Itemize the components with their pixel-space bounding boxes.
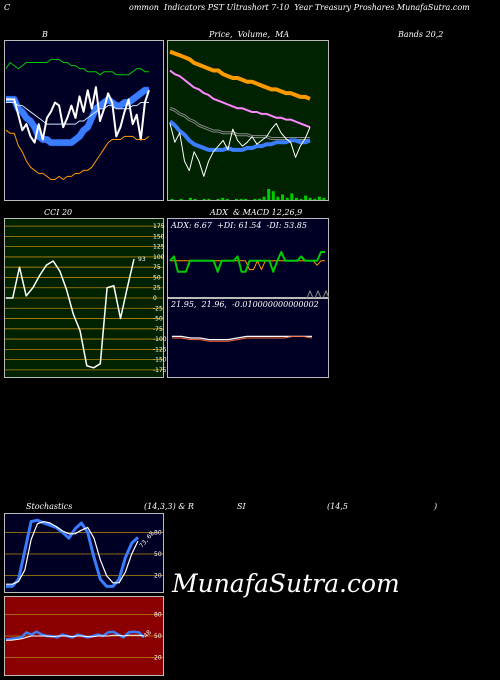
- price-ma-long: [169, 49, 311, 101]
- volume-bar: [294, 197, 298, 200]
- cci-tick-label: 0: [153, 295, 157, 302]
- rsi-value-label: 48: [142, 629, 152, 639]
- macd-signal-line: [172, 335, 312, 341]
- volume-bar: [313, 198, 317, 200]
- volume-bar: [188, 197, 192, 200]
- rsi-tick-label: 50: [154, 633, 162, 640]
- volume-bar: [262, 196, 266, 200]
- cci-tick-label: -100: [153, 336, 167, 343]
- volume-bar: [179, 198, 183, 200]
- bands-label-b: B: [42, 30, 48, 39]
- cci-tick-label: -150: [153, 357, 167, 364]
- rsi-tick-label: 80: [154, 611, 162, 618]
- volume-bar: [253, 198, 257, 200]
- rsi-params-close: ): [434, 502, 438, 511]
- volume-bar: [304, 195, 308, 200]
- adx-baseline-mark: [314, 289, 322, 299]
- volume-bar: [225, 198, 229, 200]
- bollinger-price-line: [6, 86, 150, 144]
- stochastics-tick-label: 50: [154, 551, 162, 558]
- volume-bar: [281, 194, 284, 200]
- rsi-average-line: [6, 634, 145, 641]
- stochastics-k-line: [6, 518, 140, 588]
- volume-bar: [299, 198, 303, 200]
- bollinger-lower-band: [5, 129, 150, 180]
- stochastics-tick-label: 20: [154, 573, 162, 580]
- cci-line: [6, 258, 135, 369]
- volume-bar: [221, 197, 225, 200]
- cci-tick-label: 150: [153, 233, 165, 240]
- volume-bar: [239, 198, 243, 200]
- volume-bar: [276, 196, 280, 200]
- cci-value-label: 93: [138, 256, 146, 263]
- volume-bar: [235, 198, 238, 200]
- cci-tick-label: 75: [153, 264, 161, 271]
- price-close-line: [169, 122, 311, 177]
- volume-bar: [244, 198, 248, 200]
- stochastics-value-label: 73, 68: [138, 530, 156, 549]
- volume-bar: [207, 198, 211, 200]
- stochastics-label: Stochastics: [26, 502, 73, 511]
- macd-line: [172, 335, 313, 342]
- volume-bar: [322, 197, 326, 200]
- stochastics-tick-label: 80: [154, 529, 162, 536]
- macd-readout: 21.95, 21.96, -0.010000000000002: [171, 300, 319, 309]
- volume-bar: [271, 191, 275, 200]
- adx-readout: ADX: 6.67 +DI: 61.54 -DI: 53.85: [171, 221, 307, 230]
- volume-bar: [267, 189, 271, 200]
- stochastics-params: (14,3,3) & R: [144, 502, 194, 511]
- cci-tick-label: 175: [153, 223, 165, 230]
- rsi-tick-label: 20: [154, 655, 162, 662]
- header-c: C: [4, 3, 11, 12]
- watermark: MunafaSutra.com: [172, 569, 400, 598]
- price-ma-mid: [169, 69, 311, 129]
- volume-bar: [308, 197, 312, 200]
- cci-tick-label: 125: [153, 244, 165, 251]
- volume-bar: [193, 198, 197, 200]
- adx-macd-label: ADX & MACD 12,26,9: [210, 208, 303, 217]
- cci-tick-label: 25: [153, 285, 161, 292]
- bollinger-middle-band: [6, 87, 149, 146]
- adx-baseline-mark: [306, 289, 314, 299]
- bands-label: Bands 20,2: [398, 30, 444, 39]
- stochastics-d-line: [6, 520, 139, 585]
- volume-bar: [290, 193, 294, 200]
- volume-bar: [317, 196, 321, 200]
- cci-tick-label: -175: [153, 367, 167, 374]
- volume-bar: [285, 197, 289, 200]
- cci-tick-label: 100: [153, 254, 165, 261]
- adx-baseline-mark: [322, 289, 330, 299]
- cci-tick-label: -50: [153, 316, 163, 323]
- price-ma-short-outer: [169, 106, 310, 140]
- price-ma-fast: [168, 119, 311, 152]
- cci-tick-label: -125: [153, 346, 167, 353]
- cci-tick-label: -75: [153, 326, 163, 333]
- volume-bar: [258, 198, 261, 200]
- rsi-params: (14,5: [327, 502, 348, 511]
- volume-bar: [170, 198, 174, 200]
- page-title: ommon Indicators PST Ultrashort 7-10 Yea…: [129, 3, 470, 12]
- cci-tick-label: -25: [153, 305, 163, 312]
- price-volume-ma-label: Price, Volume, MA: [209, 30, 290, 39]
- bollinger-upper-band: [5, 58, 149, 76]
- volume-bar: [216, 198, 220, 200]
- adx-plus-di-line: [169, 251, 325, 273]
- cci-tick-label: 50: [153, 274, 161, 281]
- volume-bar: [202, 198, 206, 200]
- rsi-label: SI: [237, 502, 246, 511]
- cci-label: CCI 20: [44, 208, 73, 217]
